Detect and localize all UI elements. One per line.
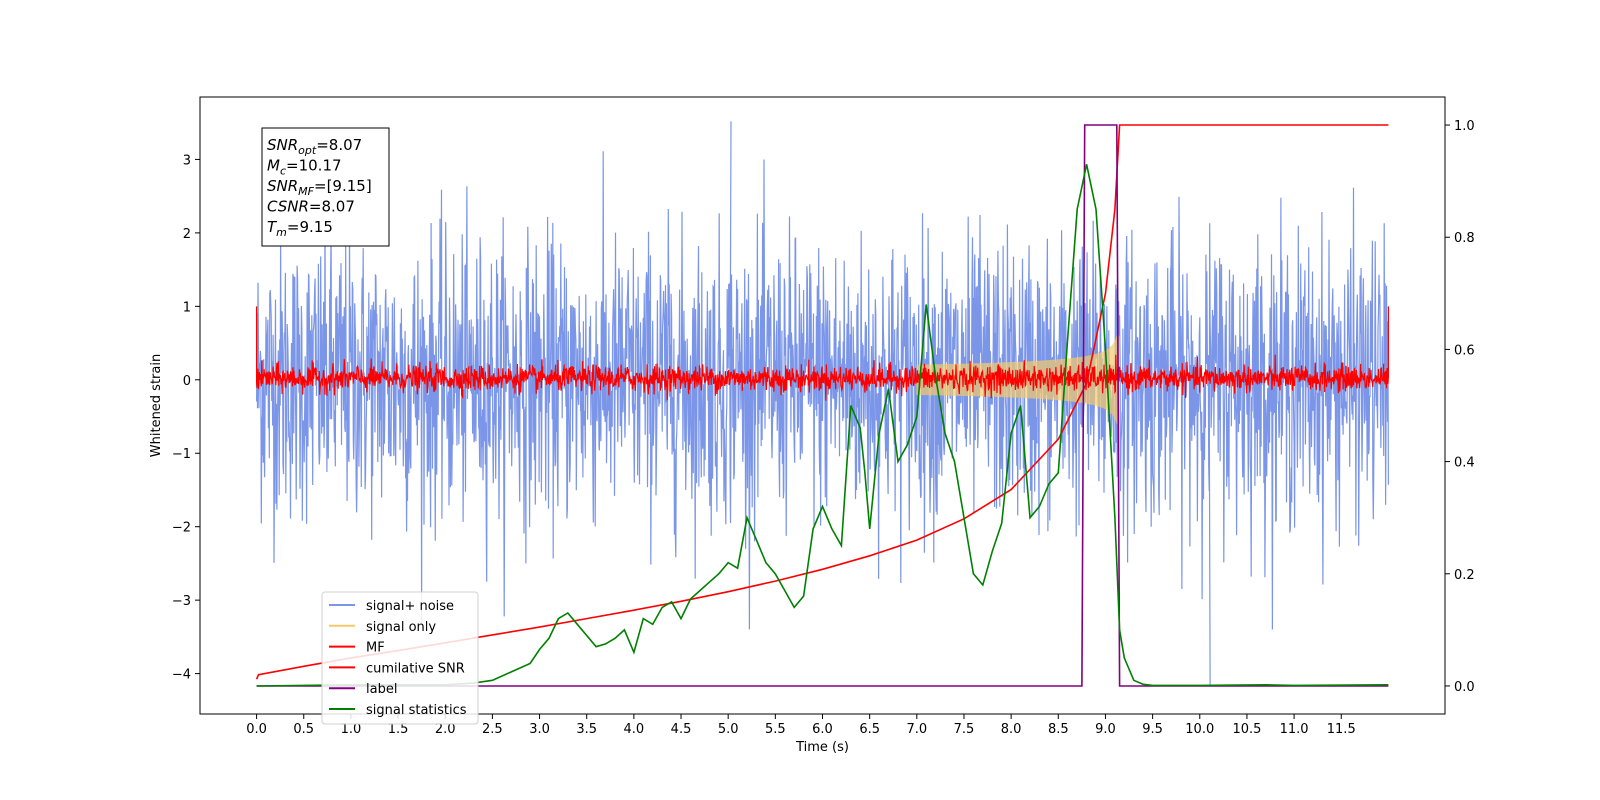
- legend-entry: signal statistics: [366, 703, 467, 718]
- y-tick-label: 3: [183, 153, 191, 168]
- y2-tick-label: 1.0: [1454, 119, 1475, 134]
- x-tick-label: 9.0: [1095, 722, 1116, 737]
- x-tick-label: 8.0: [1001, 722, 1022, 737]
- x-axis: 0.0 0.5 1.0 1.5 2.0 2.5 3.0 3.5 4.0 4.5 5.0 5.5 6.0 6…: [246, 714, 1356, 737]
- series-signal-only: [916, 335, 1121, 424]
- x-tick-label: 0.5: [293, 722, 314, 737]
- x-tick-label: 6.0: [812, 722, 833, 737]
- y-tick-label: −4: [172, 668, 191, 683]
- x-tick-label: 4.0: [624, 722, 645, 737]
- legend: signal+ noise signal only MF cumilative SNR…: [321, 591, 479, 725]
- x-tick-label: 2.5: [482, 722, 503, 737]
- series-mf: [255, 306, 1390, 401]
- y-tick-label: 0: [183, 374, 191, 389]
- x-tick-label: 11.5: [1327, 722, 1356, 737]
- stats-row: CSNR=8.07: [267, 198, 355, 216]
- legend-entry: label: [366, 682, 397, 697]
- legend-frame: [321, 591, 479, 725]
- x-tick-label: 9.5: [1142, 722, 1163, 737]
- y-tick-label: −3: [172, 594, 191, 609]
- legend-entry: signal only: [366, 620, 436, 635]
- x-tick-label: 2.0: [435, 722, 456, 737]
- y2-tick-label: 0.6: [1454, 343, 1475, 358]
- y2-tick-label: 0.2: [1454, 568, 1475, 583]
- legend-entry: signal+ noise: [366, 599, 454, 614]
- x-tick-label: 5.5: [765, 722, 786, 737]
- y2-tick-label: 0.4: [1454, 456, 1475, 471]
- y-axis-label: Whitened strain: [149, 354, 164, 457]
- series-signal-statistics: [256, 164, 1389, 687]
- x-tick-label: 10.0: [1185, 722, 1214, 737]
- legend-entry: MF: [366, 641, 385, 656]
- y-tick-label: −1: [172, 447, 191, 462]
- x-tick-label: 6.5: [859, 722, 880, 737]
- legend-entry: cumilative SNR: [366, 661, 465, 676]
- y2-tick-label: 0.8: [1454, 231, 1475, 246]
- x-tick-label: 3.0: [529, 722, 550, 737]
- x-tick-label: 1.5: [388, 722, 409, 737]
- x-tick-label: 8.5: [1048, 722, 1069, 737]
- y-tick-label: 1: [183, 300, 191, 315]
- x-tick-label: 7.5: [954, 722, 975, 737]
- stats-row: SNRopt=8.07: [267, 136, 362, 157]
- stats-box-frame: [261, 127, 390, 247]
- stats-annotation-box: SNRopt=8.07Mc=10.17SNRMF=[9.15]CSNR=8.07…: [261, 127, 390, 247]
- x-tick-label: 11.0: [1280, 722, 1309, 737]
- x-tick-label: 5.0: [718, 722, 739, 737]
- x-tick-label: 1.0: [341, 722, 362, 737]
- x-tick-label: 4.5: [671, 722, 692, 737]
- y-tick-label: 2: [183, 227, 191, 242]
- x-axis-label: Time (s): [795, 740, 849, 755]
- y-tick-label: −2: [172, 521, 191, 536]
- x-tick-label: 3.5: [576, 722, 597, 737]
- x-tick-label: 7.0: [906, 722, 927, 737]
- stats-row: SNRMF=[9.15]: [267, 177, 372, 198]
- stats-row: Mc=10.17: [267, 157, 342, 178]
- stats-row: Tm=9.15: [267, 218, 333, 239]
- y-axis-left: 3 2 1 0 −1 −2 −3 −4: [172, 153, 200, 683]
- y-axis-right: 1.0 0.8 0.6 0.4 0.2 0.0: [1445, 119, 1475, 695]
- series-signal-noise: [256, 121, 1389, 685]
- x-tick-label: 10.5: [1232, 722, 1261, 737]
- y2-tick-label: 0.0: [1454, 680, 1475, 695]
- x-tick-label: 0.0: [246, 722, 267, 737]
